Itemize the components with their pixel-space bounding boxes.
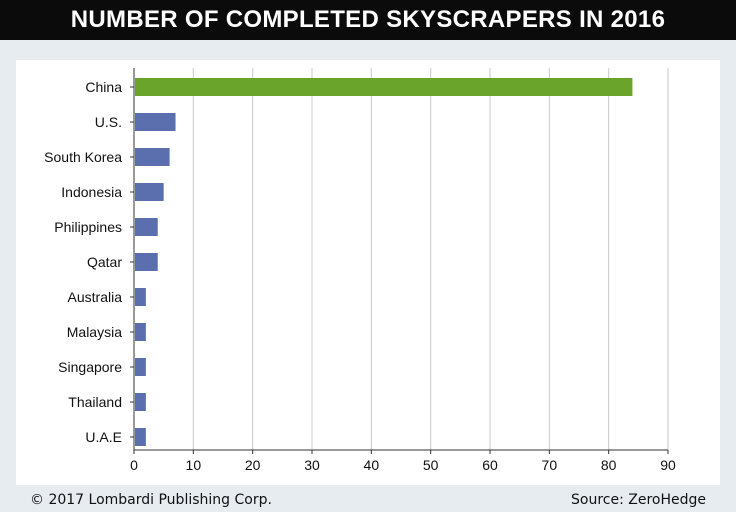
bar[interactable] [135, 148, 170, 166]
x-tick-label: 10 [186, 457, 202, 473]
bar[interactable] [135, 288, 146, 306]
category-label: Thailand [68, 394, 122, 410]
copyright-text: © 2017 Lombardi Publishing Corp. [30, 492, 272, 508]
source-text: Source: ZeroHedge [571, 492, 706, 508]
bar[interactable] [135, 428, 146, 446]
category-label: Australia [68, 289, 123, 305]
bar[interactable] [135, 78, 633, 96]
category-label: Qatar [87, 254, 122, 270]
x-tick-label: 90 [660, 457, 676, 473]
category-label: Philippines [54, 219, 122, 235]
bar[interactable] [135, 253, 158, 271]
x-tick-label: 40 [364, 457, 380, 473]
bar[interactable] [135, 358, 146, 376]
chart-panel: 0 10 20 30 40 50 60 70 80 90 China U.S. South Korea I… [16, 60, 720, 485]
x-tick-label: 0 [130, 457, 138, 473]
x-tick-label: 60 [482, 457, 498, 473]
category-label: U.A.E [85, 429, 122, 445]
x-tick-label: 20 [245, 457, 261, 473]
category-label: South Korea [44, 149, 122, 165]
bar[interactable] [135, 393, 146, 411]
bar-chart: 0 10 20 30 40 50 60 70 80 90 China U.S. South Korea I… [44, 68, 676, 473]
footer: © 2017 Lombardi Publishing Corp. Source:… [0, 488, 736, 512]
category-label: China [85, 79, 122, 95]
bar[interactable] [135, 323, 146, 341]
x-tick-label: 70 [542, 457, 558, 473]
title-bar: NUMBER OF COMPLETED SKYSCRAPERS IN 2016 [0, 0, 736, 40]
bar[interactable] [135, 113, 176, 131]
x-tick-label: 30 [304, 457, 320, 473]
x-tick-label: 80 [601, 457, 617, 473]
category-label: Malaysia [67, 324, 122, 340]
category-label: U.S. [95, 114, 122, 130]
bar[interactable] [135, 183, 164, 201]
category-label: Indonesia [61, 184, 122, 200]
x-tick-label: 50 [423, 457, 439, 473]
bar[interactable] [135, 218, 158, 236]
category-label: Singapore [58, 359, 122, 375]
page-title: NUMBER OF COMPLETED SKYSCRAPERS IN 2016 [70, 6, 666, 33]
